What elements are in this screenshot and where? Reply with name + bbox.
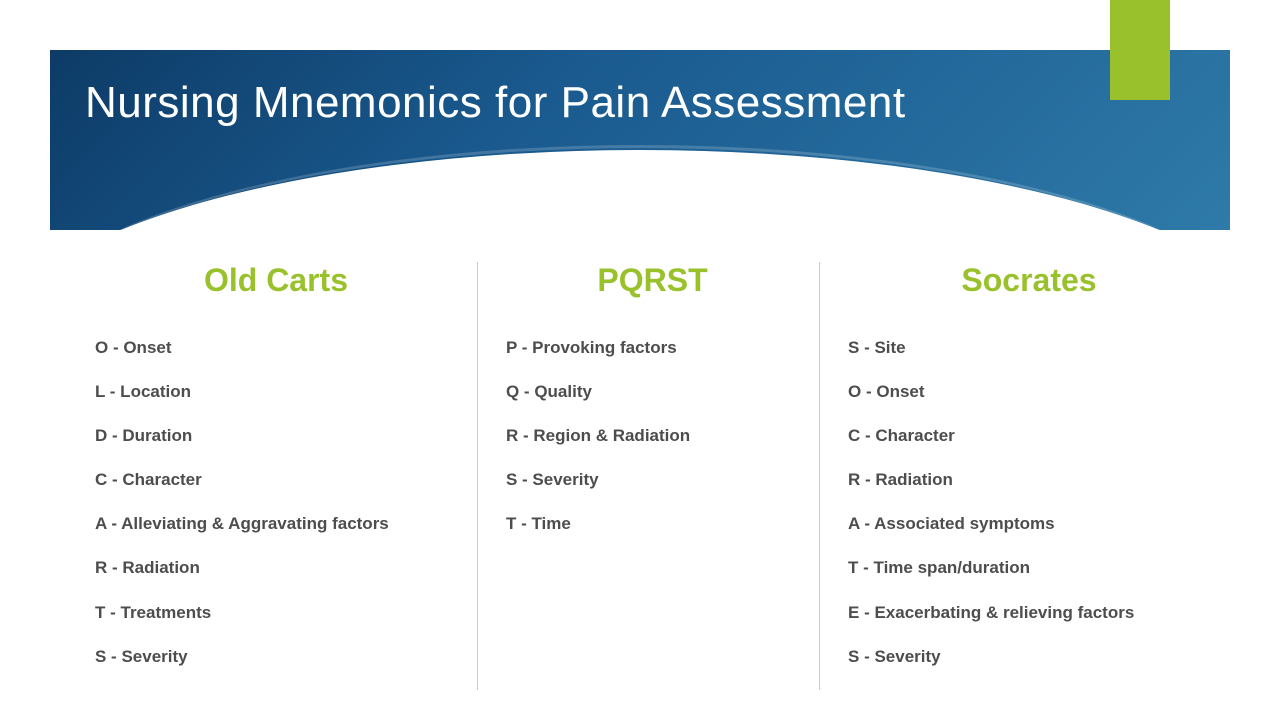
list-item: S - Severity (95, 646, 457, 668)
page-title: Nursing Mnemonics for Pain Assessment (85, 78, 906, 128)
column-heading: Socrates (848, 262, 1210, 299)
list-item: C - Character (95, 469, 457, 491)
list-item: O - Onset (848, 381, 1210, 403)
column-heading: PQRST (506, 262, 799, 299)
list-item: C - Character (848, 425, 1210, 447)
list-item: D - Duration (95, 425, 457, 447)
list-item: S - Severity (506, 469, 799, 491)
list-item: E - Exacerbating & relieving factors (848, 602, 1210, 624)
list-item: Q - Quality (506, 381, 799, 403)
banner-curve (50, 150, 1230, 230)
list-item: S - Site (848, 337, 1210, 359)
list-item: T - Treatments (95, 602, 457, 624)
list-item: A - Associated symptoms (848, 513, 1210, 535)
title-banner: Nursing Mnemonics for Pain Assessment (50, 50, 1230, 230)
list-item: A - Alleviating & Aggravating factors (95, 513, 457, 535)
list-item: L - Location (95, 381, 457, 403)
column-old-carts: Old Carts O - Onset L - Location D - Dur… (95, 262, 477, 690)
column-socrates: Socrates S - Site O - Onset C - Characte… (819, 262, 1230, 690)
list-item: T - Time span/duration (848, 557, 1210, 579)
list-item: T - Time (506, 513, 799, 535)
list-item: R - Radiation (848, 469, 1210, 491)
list-item: R - Region & Radiation (506, 425, 799, 447)
list-item: S - Severity (848, 646, 1210, 668)
column-pqrst: PQRST P - Provoking factors Q - Quality … (477, 262, 819, 690)
list-item: O - Onset (95, 337, 457, 359)
column-heading: Old Carts (95, 262, 457, 299)
list-item: P - Provoking factors (506, 337, 799, 359)
accent-tab (1110, 0, 1170, 100)
list-item: R - Radiation (95, 557, 457, 579)
mnemonic-columns: Old Carts O - Onset L - Location D - Dur… (95, 262, 1230, 690)
